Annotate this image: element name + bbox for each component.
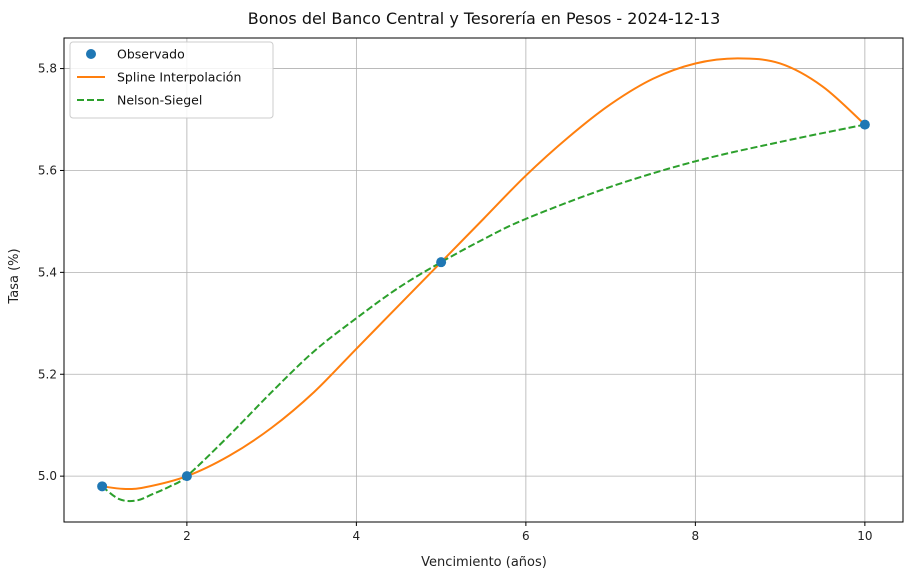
observed-point: [436, 257, 447, 268]
legend-label: Spline Interpolación: [117, 70, 241, 85]
plot-frame: [63, 37, 904, 523]
x-tick-label: 4: [353, 529, 361, 543]
legend-box: [69, 41, 274, 119]
series-layer: [97, 57, 870, 503]
y-tick-label: 5.0: [38, 469, 57, 483]
x-tick-label: 10: [857, 529, 872, 543]
ticks: 2 4 6 8 10 5.0 5.2 5.4 5.6 5.8: [38, 62, 873, 543]
y-tick-label: 5.2: [38, 367, 57, 381]
observed-point: [859, 119, 870, 130]
y-tick-label: 5.4: [38, 265, 57, 279]
y-tick-label: 5.8: [38, 62, 57, 76]
chart-title: Bonos del Banco Central y Tesorería en P…: [248, 9, 721, 28]
x-axis-label: Vencimiento (años): [421, 555, 547, 570]
x-tick-label: 8: [692, 529, 700, 543]
legend: Observado Spline Interpolación Nelson-Sieg…: [69, 41, 274, 119]
y-axis-label: Tasa (%): [7, 248, 22, 304]
legend-label: Nelson-Siegel: [117, 93, 202, 108]
x-tick-label: 2: [183, 529, 191, 543]
spline-line: [102, 57, 866, 491]
observed-point: [181, 471, 192, 482]
nelson-siegel-line: [101, 123, 866, 503]
x-tick-label: 6: [522, 529, 530, 543]
legend-label: Observado: [117, 47, 185, 62]
observed-point: [97, 481, 108, 492]
y-tick-label: 5.6: [38, 163, 57, 177]
grid: [64, 38, 903, 522]
legend-marker: [86, 49, 96, 59]
